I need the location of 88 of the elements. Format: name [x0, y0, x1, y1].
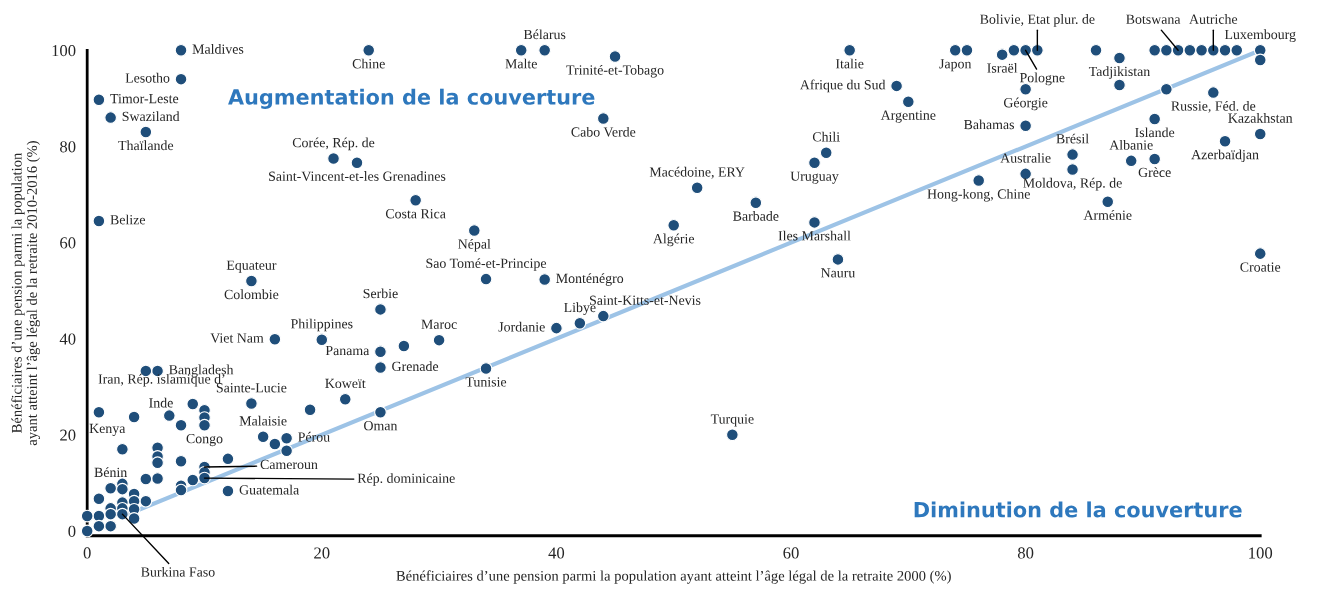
- annotation: Inde: [149, 397, 173, 408]
- annotation: Sao Tomé-et-Principe: [426, 258, 547, 271]
- annotation: Viet Nam: [210, 333, 264, 343]
- annotation: Russie, Féd. de: [1171, 100, 1256, 113]
- x-tick-label: 20: [314, 547, 330, 559]
- annotation: Augmentation de la couverture: [228, 88, 595, 110]
- annotation: Israël: [987, 62, 1018, 73]
- annotation: Bénin: [94, 467, 128, 478]
- annotation: Belize: [110, 214, 146, 225]
- annotation: Kazakhstan: [1228, 113, 1293, 123]
- x-tick-label: 100: [1249, 547, 1273, 559]
- annotation: Azerbaïdjan: [1191, 149, 1259, 163]
- annotation: Bolivie, Etat plur. de: [980, 14, 1095, 27]
- annotation: Tunisie: [465, 377, 507, 387]
- annotation: Islande: [1135, 127, 1175, 138]
- annotation: Swaziland: [122, 111, 180, 122]
- annotation: Malaisie: [239, 415, 287, 426]
- annotation: Guatemala: [239, 484, 300, 495]
- annotation: Thaïlande: [118, 140, 174, 151]
- annotation: Monténégro: [556, 273, 624, 286]
- annotation: Timor-Leste: [110, 93, 179, 104]
- annotation: Luxembourg: [1224, 29, 1296, 42]
- annotation: Chine: [352, 58, 385, 69]
- annotation: Grèce: [1138, 167, 1171, 178]
- annotation: Congo: [186, 433, 223, 447]
- annotation: Afrique du Sud: [799, 79, 886, 93]
- annotation: Moldova, Rép. de: [1023, 177, 1122, 191]
- annotation: Diminution de la couverture: [914, 501, 1242, 518]
- annotation: Géorgie: [1003, 97, 1048, 111]
- annotation: Philippines: [290, 318, 353, 332]
- annotation: Croatie: [1240, 262, 1281, 272]
- annotation: Koweït: [325, 378, 366, 389]
- annotation: Albanie: [1109, 139, 1153, 150]
- annotation: Bélarus: [523, 29, 566, 40]
- annotation: Chili: [812, 131, 840, 142]
- annotation: Maldives: [192, 44, 244, 54]
- annotation: Rép. dominicaine: [357, 473, 455, 486]
- annotation: Iles Marshall: [778, 230, 851, 241]
- annotation: Botswana: [1126, 14, 1181, 24]
- annotation: Brésil: [1056, 133, 1089, 144]
- x-axis-title: Bénéficiaires d’une pension parmi la population ayant atteint l’âge légal de la retraite 2000 (%): [396, 570, 951, 584]
- annotation: Macédoine, ERY: [649, 166, 745, 179]
- annotation: Argentine: [880, 110, 936, 123]
- annotation: Cameroun: [260, 459, 318, 470]
- annotation: Hong-kong, Chine: [927, 188, 1030, 202]
- annotation: Barbade: [733, 211, 779, 221]
- annotation: Maroc: [421, 319, 457, 329]
- x-tick-label: 80: [1017, 547, 1034, 559]
- annotation: Corée, Rép. de: [292, 137, 375, 151]
- annotation: Italie: [835, 58, 864, 69]
- annotation: Pologne: [1019, 72, 1065, 86]
- annotation: Uruguay: [790, 171, 839, 184]
- y-axis-title: Bénéficiaires d’une pension parmi la population ayant atteint l’âge légal de la retraite 2010-2016 (%): [11, 141, 40, 446]
- annotation: Panama: [325, 345, 370, 356]
- annotation: Algérie: [653, 233, 695, 247]
- annotation: Autriche: [1189, 14, 1238, 24]
- y-tick-label: 60: [60, 237, 76, 249]
- y-tick-label: 40: [59, 333, 76, 345]
- y-tick-label: 80: [60, 141, 76, 153]
- annotation: Burkina Faso: [141, 566, 215, 577]
- annotation: Cabo Verde: [571, 126, 636, 137]
- annotation: Malte: [505, 58, 537, 69]
- annotation: Trinité-et-Tobago: [566, 64, 664, 78]
- annotation: Oman: [364, 421, 398, 431]
- annotation: Jordanie: [498, 321, 545, 332]
- annotation: Serbie: [363, 288, 398, 299]
- annotation: Arménie: [1083, 210, 1132, 220]
- annotation: Costa Rica: [385, 209, 446, 219]
- annotation: Turquie: [710, 414, 754, 427]
- x-tick-label: 0: [83, 547, 91, 559]
- annotation: Colombie: [224, 289, 279, 300]
- x-tick-label: 40: [548, 547, 565, 559]
- annotation: Tadjikistan: [1088, 66, 1151, 79]
- annotation: Equateur: [226, 260, 277, 273]
- annotation: Lesotho: [125, 72, 170, 83]
- annotation: Népal: [458, 238, 491, 252]
- annotation: Grenade: [392, 361, 439, 372]
- annotation: Australie: [1000, 152, 1051, 163]
- annotation: Bahamas: [964, 119, 1015, 130]
- y-tick-label: 0: [68, 525, 76, 537]
- annotation: Saint-Vincent-et-les Grenadines: [269, 171, 446, 181]
- annotation: Japon: [939, 59, 972, 72]
- annotation: Nauru: [820, 268, 856, 278]
- annotation: Pérou: [298, 431, 330, 442]
- y-tick-label: 20: [60, 429, 76, 441]
- annotation: Kenya: [89, 423, 126, 436]
- y-tick-label: 100: [52, 45, 76, 57]
- x-tick-label: 60: [783, 547, 799, 559]
